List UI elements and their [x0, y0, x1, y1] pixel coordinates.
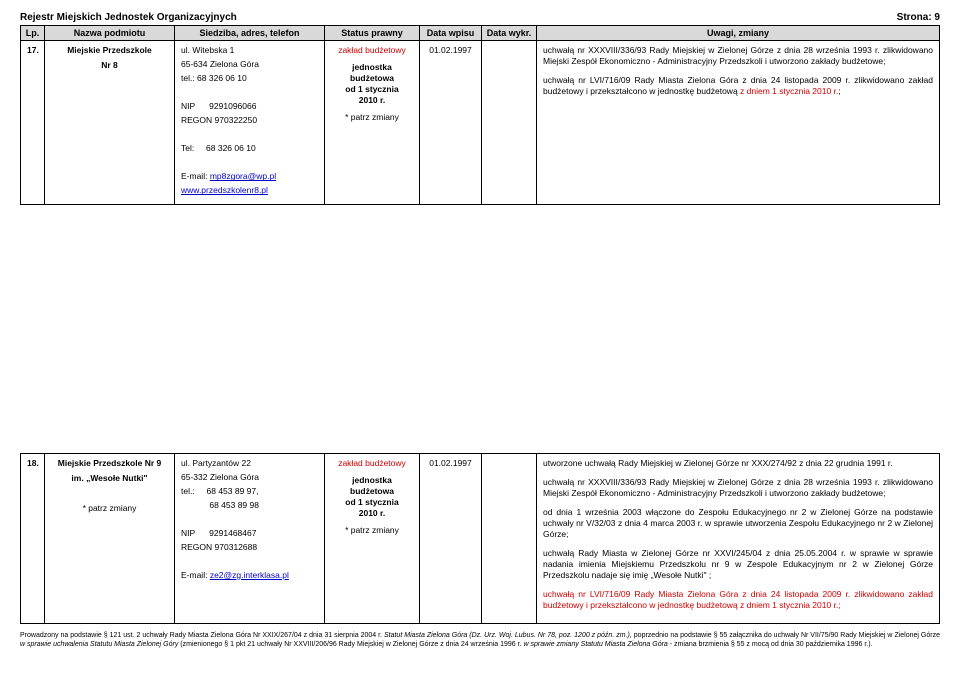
uwagi-para: uchwałą nr XXXVIII/336/93 Rady Miejskiej…	[543, 477, 933, 499]
cell-address: ul. Partyzantów 22 65-332 Zielona Góra t…	[175, 453, 325, 624]
footer-note: Prowadzony na podstawie § 121 ust. 2 uch…	[20, 632, 940, 650]
cell-lp: 18.	[21, 453, 45, 624]
page-number: Strona: 9	[897, 12, 940, 23]
status-unit: jednostka	[331, 475, 413, 486]
addr-street: ul. Witebska 1	[181, 45, 318, 56]
name-note: * patrz zmiany	[51, 503, 168, 514]
addr-tel: tel.: 68 453 89 97,	[181, 486, 318, 497]
name-line: Miejskie Przedszkole Nr 9	[51, 458, 168, 469]
col-status: Status prawny	[325, 26, 420, 41]
uwagi-para: utworzone uchwałą Rady Miejskiej w Zielo…	[543, 458, 933, 469]
addr-regon: REGON 970312688	[181, 542, 318, 553]
cell-name: Miejskie Przedszkole Nr 9 im. „Wesołe Nu…	[45, 453, 175, 624]
uwagi-para: od dnia 1 września 2003 włączone do Zesp…	[543, 507, 933, 540]
name-line: Nr 8	[51, 60, 168, 71]
cell-lp: 17.	[21, 41, 45, 205]
uwagi-para: uchwałą Rady Miasta w Zielonej Górze nr …	[543, 548, 933, 581]
col-name: Nazwa podmiotu	[45, 26, 175, 41]
status-unit: budżetowa	[331, 73, 413, 84]
col-addr: Siedziba, adres, telefon	[175, 26, 325, 41]
status-red: zakład budżetowy	[331, 45, 413, 56]
status-unit: 2010 r.	[331, 508, 413, 519]
col-uwagi: Uwagi, zmiany	[537, 26, 940, 41]
addr-tel: 68 453 89 98	[181, 500, 318, 511]
gap-row	[21, 204, 940, 453]
status-note: * patrz zmiany	[331, 525, 413, 536]
table-row: 17. Miejskie Przedszkole Nr 8 ul. Witebs…	[21, 41, 940, 205]
doc-title: Rejestr Miejskich Jednostek Organizacyjn…	[20, 12, 237, 23]
uwagi-para: uchwałą nr XXXVIII/336/93 Rady Miejskiej…	[543, 45, 933, 67]
status-unit: od 1 stycznia	[331, 497, 413, 508]
status-unit: budżetowa	[331, 486, 413, 497]
status-red: zakład budżetowy	[331, 458, 413, 469]
addr-street: ul. Partyzantów 22	[181, 458, 318, 469]
cell-address: ul. Witebska 1 65-634 Zielona Góra tel.:…	[175, 41, 325, 205]
cell-status: zakład budżetowy jednostka budżetowa od …	[325, 453, 420, 624]
addr-city: 65-332 Zielona Góra	[181, 472, 318, 483]
addr-nip: NIP 9291468467	[181, 528, 318, 539]
cell-wpis: 01.02.1997	[420, 41, 482, 205]
cell-name: Miejskie Przedszkole Nr 8	[45, 41, 175, 205]
table-row: 18. Miejskie Przedszkole Nr 9 im. „Wesoł…	[21, 453, 940, 624]
col-wpis: Data wpisu	[420, 26, 482, 41]
cell-status: zakład budżetowy jednostka budżetowa od …	[325, 41, 420, 205]
addr-regon: REGON 970322250	[181, 115, 318, 126]
status-unit: jednostka	[331, 62, 413, 73]
cell-uwagi: uchwałą nr XXXVIII/336/93 Rady Miejskiej…	[537, 41, 940, 205]
addr-email: E-mail: ze2@zg.interklasa.pl	[181, 570, 318, 581]
status-unit: 2010 r.	[331, 95, 413, 106]
status-unit: od 1 stycznia	[331, 84, 413, 95]
email-link[interactable]: mp8zgora@wp.pl	[210, 171, 276, 181]
addr-email: E-mail: mp8zgora@wp.pl	[181, 171, 318, 182]
name-line: Miejskie Przedszkole	[51, 45, 168, 56]
cell-wykr	[482, 41, 537, 205]
addr-nip: NIP 9291096066	[181, 101, 318, 112]
status-note: * patrz zmiany	[331, 112, 413, 123]
cell-uwagi: utworzone uchwałą Rady Miejskiej w Zielo…	[537, 453, 940, 624]
addr-tel: Tel: 68 326 06 10	[181, 143, 318, 154]
cell-wpis: 01.02.1997	[420, 453, 482, 624]
registry-table: Lp. Nazwa podmiotu Siedziba, adres, tele…	[20, 25, 940, 624]
email-link[interactable]: ze2@zg.interklasa.pl	[210, 570, 289, 580]
www-link[interactable]: www.przedszkolenr8.pl	[181, 185, 268, 195]
name-line: im. „Wesołe Nutki"	[51, 473, 168, 484]
table-header-row: Lp. Nazwa podmiotu Siedziba, adres, tele…	[21, 26, 940, 41]
addr-city: 65-634 Zielona Góra	[181, 59, 318, 70]
col-lp: Lp.	[21, 26, 45, 41]
uwagi-para: uchwałą nr LVI/716/09 Rady Miasta Zielon…	[543, 589, 933, 611]
cell-wykr	[482, 453, 537, 624]
uwagi-para: uchwałą nr LVI/716/09 Rady Miasta Zielon…	[543, 75, 933, 97]
col-wykr: Data wykr.	[482, 26, 537, 41]
addr-tel: tel.: 68 326 06 10	[181, 73, 318, 84]
